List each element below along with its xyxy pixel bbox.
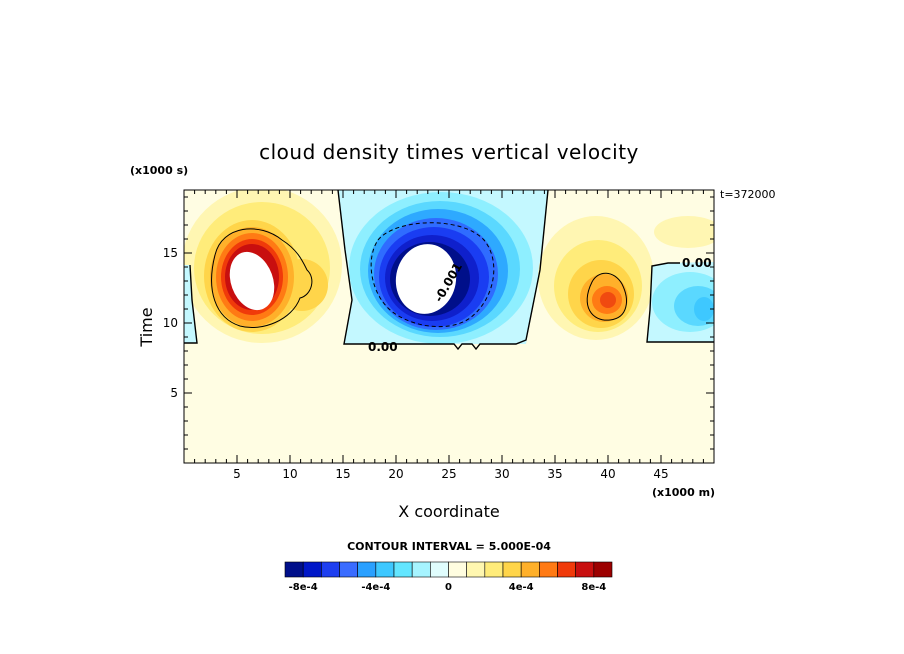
zero-contour-center bbox=[337, 190, 549, 351]
contour-label-1: 0.00 bbox=[368, 340, 398, 354]
contour-lines bbox=[184, 190, 714, 351]
y-tick-label: 15 bbox=[163, 246, 178, 260]
updraft-left bbox=[184, 190, 342, 343]
x-tick-label: 45 bbox=[653, 467, 668, 481]
colorbar-swatch bbox=[502, 561, 522, 578]
x-tick-label: 25 bbox=[441, 467, 456, 481]
contour-label-3: 0.00 bbox=[682, 256, 712, 270]
colorbar-swatch bbox=[484, 561, 504, 578]
x-axis-label: X coordinate bbox=[398, 502, 499, 521]
colorbar-swatch bbox=[557, 561, 576, 578]
x-axis-ticks bbox=[194, 190, 704, 463]
colorbar-tick-label: 0 bbox=[445, 582, 452, 593]
downdraft-center-core bbox=[395, 244, 457, 314]
time-annotation: t=372000 bbox=[720, 188, 776, 201]
negative-contour-center bbox=[370, 222, 495, 328]
x-tick-label: 20 bbox=[388, 467, 403, 481]
x-tick-label: 35 bbox=[547, 467, 562, 481]
downdraft-right-core bbox=[694, 297, 714, 321]
x-axis-tick-labels: 5 10 15 20 25 30 35 40 45 bbox=[233, 467, 668, 481]
colorbar-swatch bbox=[357, 561, 377, 578]
colorbar-swatch bbox=[575, 561, 595, 578]
colorbar-swatch bbox=[302, 561, 322, 578]
colorbar-swatch bbox=[466, 561, 486, 578]
contour-interval-text: CONTOUR INTERVAL = 5.000E-04 bbox=[347, 540, 551, 553]
positive-contour-right bbox=[586, 272, 627, 321]
x-tick-label: 40 bbox=[600, 467, 615, 481]
colorbar-tick-label: 4e-4 bbox=[509, 582, 534, 593]
colorbar-swatch bbox=[593, 561, 613, 578]
colorbar-tick-label: 8e-4 bbox=[581, 582, 606, 593]
colorbar-swatch bbox=[339, 561, 358, 578]
updraft-right-plume bbox=[654, 216, 714, 248]
chart-title: cloud density times vertical velocity bbox=[259, 140, 639, 164]
colorbar-tick-label: -8e-4 bbox=[289, 582, 318, 593]
colorbar-swatch bbox=[520, 561, 540, 578]
x-units-label: (x1000 m) bbox=[652, 486, 715, 499]
colorbar-swatch bbox=[321, 561, 340, 578]
y-axis-label: Time bbox=[137, 307, 156, 347]
colorbar-tick-label: -4e-4 bbox=[361, 582, 390, 593]
colorbar-swatch bbox=[539, 561, 558, 578]
colorbar-swatch bbox=[411, 561, 431, 578]
colorbar bbox=[284, 561, 613, 578]
colorbar-labels: -8e-4 -4e-4 0 4e-4 8e-4 bbox=[289, 582, 607, 593]
downdraft-center bbox=[338, 190, 548, 344]
x-tick-label: 30 bbox=[494, 467, 509, 481]
zero-contour-right bbox=[646, 262, 714, 343]
x-tick-label: 10 bbox=[282, 467, 297, 481]
y-tick-label: 5 bbox=[170, 386, 178, 400]
colorbar-swatch bbox=[448, 561, 467, 578]
downdraft-right bbox=[647, 262, 714, 342]
updraft-right-core bbox=[600, 292, 616, 308]
colorbar-swatch bbox=[375, 561, 395, 578]
y-tick-label: 10 bbox=[163, 316, 178, 330]
updraft-left-core bbox=[229, 251, 275, 311]
y-units-label: (x1000 s) bbox=[130, 164, 188, 177]
zero-contour-left bbox=[184, 264, 198, 344]
positive-contour-left bbox=[211, 228, 313, 328]
colorbar-swatch bbox=[284, 561, 304, 578]
x-tick-label: 15 bbox=[335, 467, 350, 481]
y-axis-ticks bbox=[184, 196, 714, 450]
colorbar-swatch bbox=[430, 561, 449, 578]
y-axis-tick-labels: 5 10 15 bbox=[163, 246, 178, 400]
x-tick-label: 5 bbox=[233, 467, 241, 481]
colorbar-swatch bbox=[393, 561, 413, 578]
